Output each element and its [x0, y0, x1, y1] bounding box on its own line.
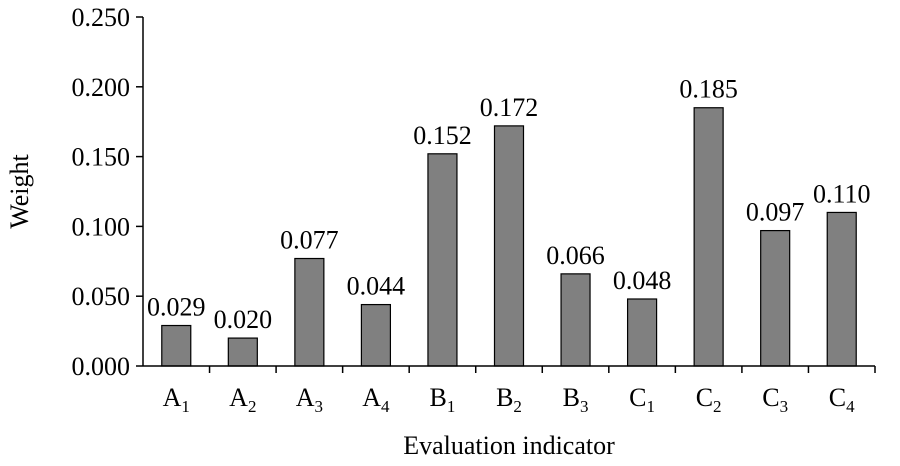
data-label: 0.044 [347, 272, 406, 301]
data-label: 0.172 [480, 93, 539, 122]
bars [161, 107, 857, 367]
x-tick-label: B3 [563, 383, 589, 416]
y-tick-label: 0.250 [72, 3, 131, 32]
bar [227, 337, 258, 367]
y-tick-label: 0.000 [72, 352, 131, 381]
bar [161, 324, 192, 367]
bar [560, 273, 591, 367]
bar [493, 125, 525, 367]
bar [760, 229, 791, 367]
data-label: 0.097 [746, 198, 805, 227]
y-tick-label: 0.150 [72, 143, 131, 172]
bar [826, 211, 857, 367]
bar [427, 153, 458, 367]
data-label: 0.048 [613, 266, 672, 295]
y-axis-ticks: 0.000 0.050 0.100 0.150 0.200 0.250 [72, 3, 143, 381]
y-tick-label: 0.100 [72, 212, 131, 241]
data-label: 0.110 [813, 179, 871, 208]
bar [626, 298, 658, 367]
x-tick-label: C3 [762, 383, 788, 416]
data-labels: 0.029 0.020 0.077 0.044 0.152 0.172 0.066 0.048… [147, 75, 870, 334]
x-tick-label: A4 [362, 383, 390, 416]
data-label: 0.066 [546, 241, 605, 270]
bar [693, 107, 724, 367]
x-tick-label: A2 [229, 383, 256, 416]
x-tick-label: B1 [430, 383, 456, 416]
x-tick-label: B2 [496, 383, 522, 416]
x-tick-label: A3 [296, 383, 323, 416]
y-tick-label: 0.200 [72, 73, 131, 102]
data-label: 0.152 [413, 121, 472, 150]
data-label: 0.077 [280, 226, 339, 255]
x-tick-label: A1 [163, 383, 190, 416]
y-tick-label: 0.050 [72, 282, 131, 311]
x-tick-label: C2 [696, 383, 722, 416]
y-axis-title: Weight [5, 154, 34, 229]
bar [294, 257, 325, 367]
x-axis-ticks: A1 A2 A3 A4 B1 B2 B3 C1 C2 C3 C4 [163, 366, 876, 416]
bar [360, 303, 392, 367]
x-axis-title: Evaluation indicator [403, 431, 615, 460]
x-tick-label: C1 [629, 383, 655, 416]
data-label: 0.185 [679, 75, 738, 104]
data-label: 0.020 [214, 305, 273, 334]
x-tick-label: C4 [829, 383, 855, 416]
data-label: 0.029 [147, 293, 206, 322]
